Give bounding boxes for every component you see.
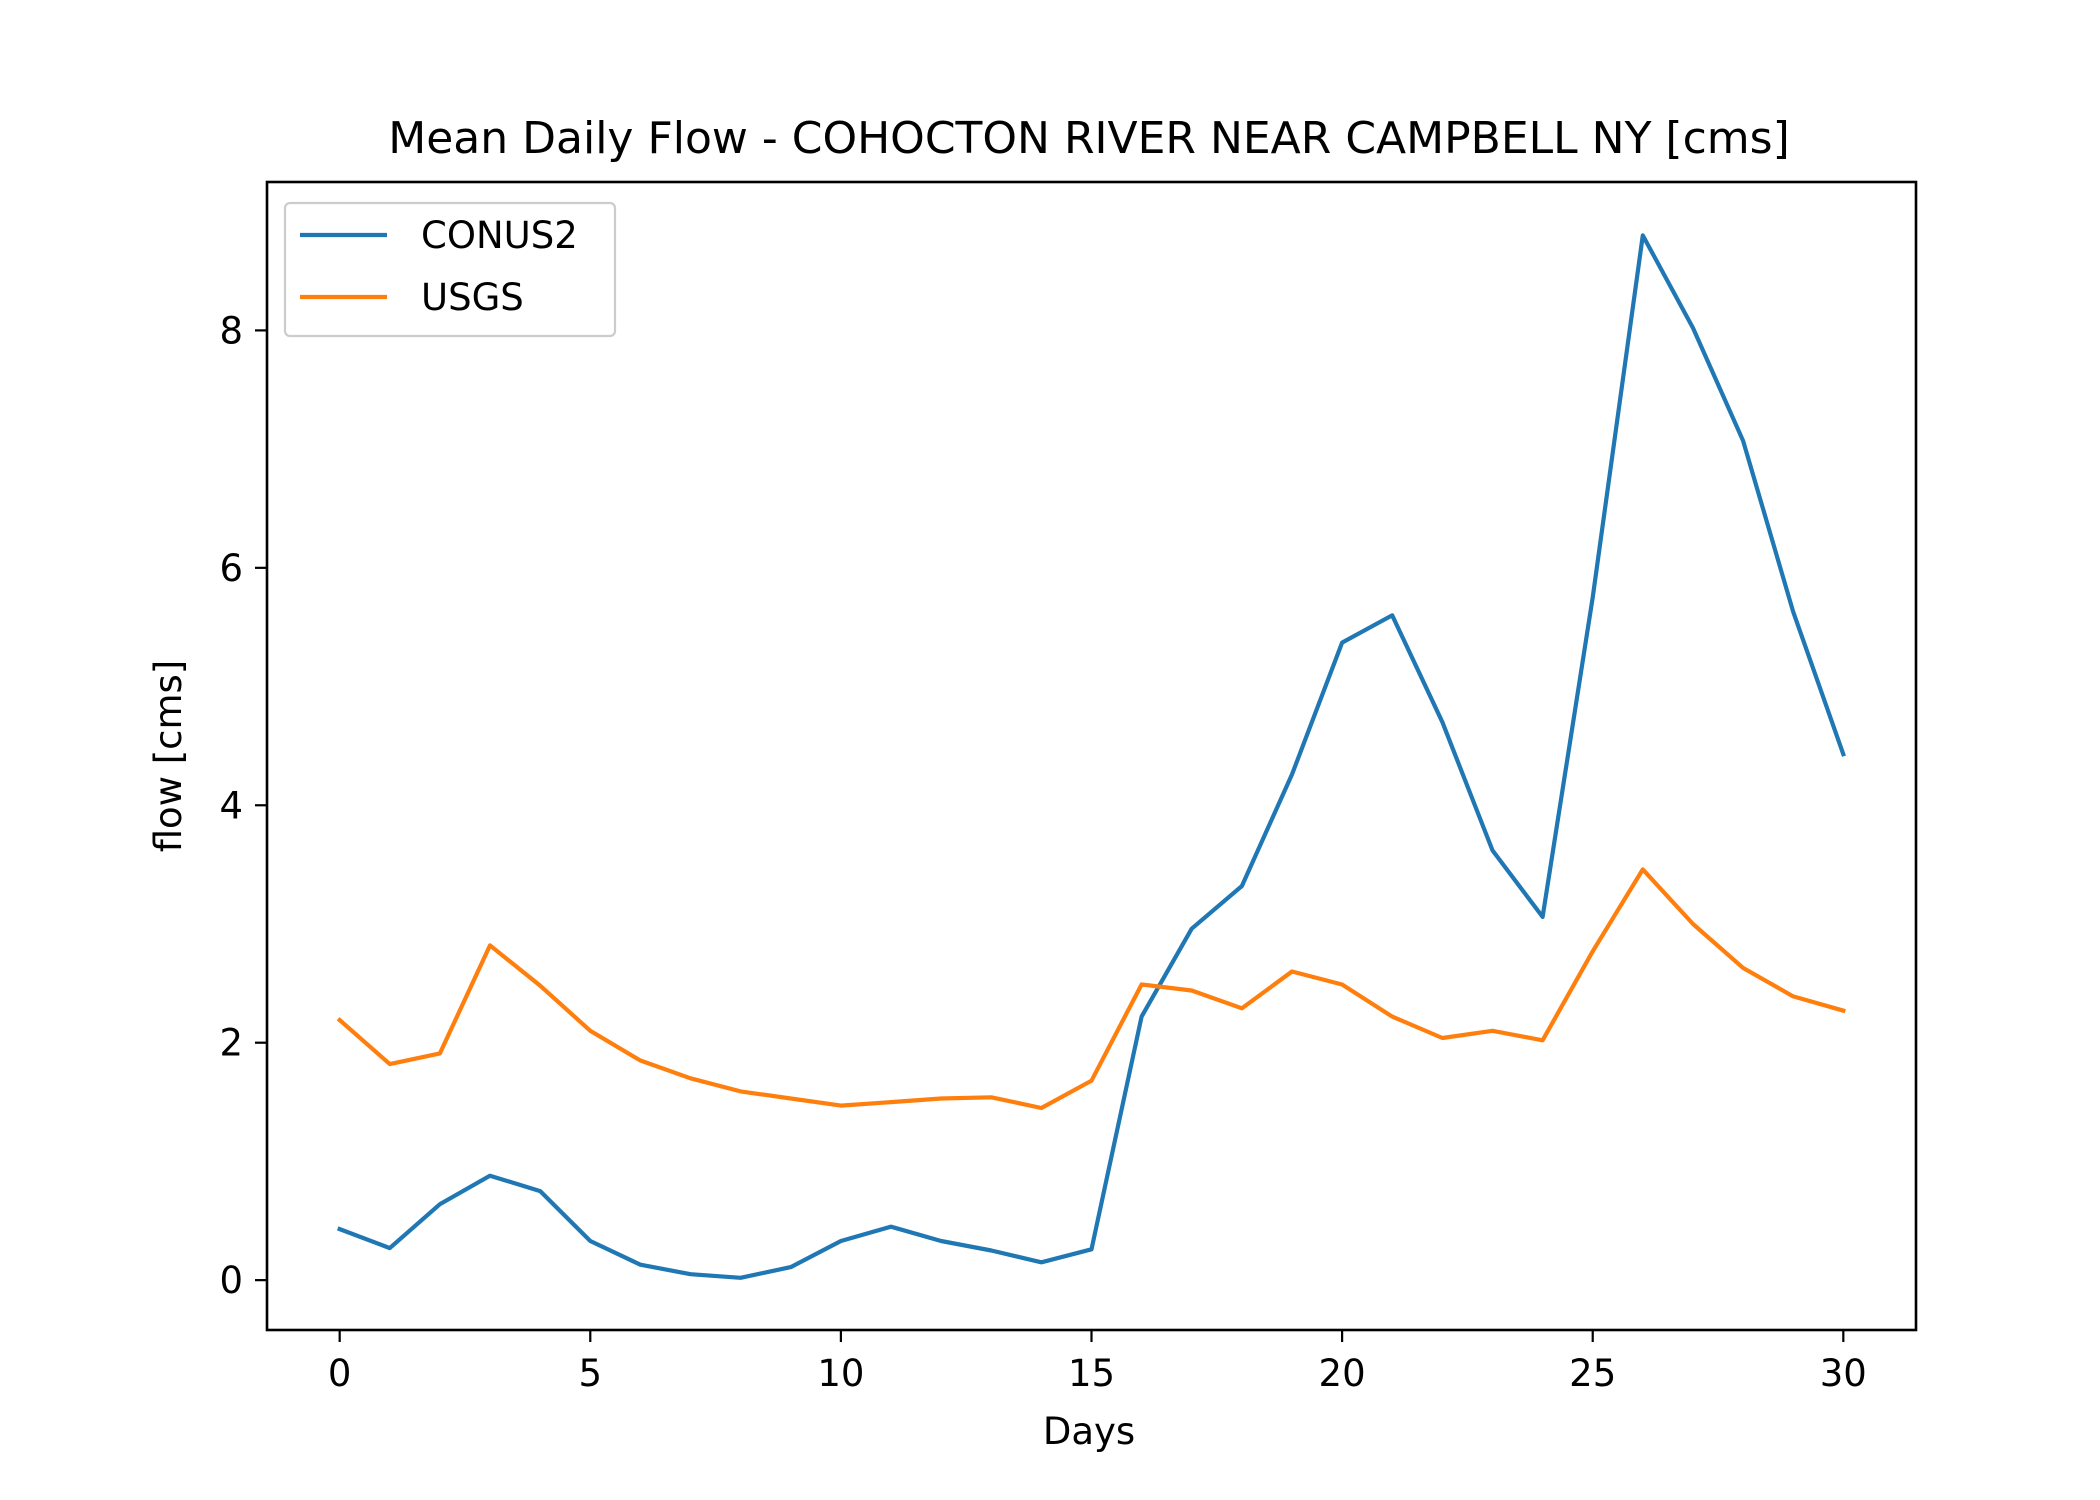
legend-label-conus2: CONUS2 bbox=[421, 214, 578, 257]
series-line-usgs bbox=[336, 867, 1846, 1111]
y-tick-label: 0 bbox=[219, 1259, 243, 1302]
x-tick-label: 25 bbox=[1569, 1352, 1616, 1395]
plot-area bbox=[265, 180, 1918, 1332]
x-axis: 0 5 10 15 20 25 30 bbox=[328, 1330, 1867, 1395]
series-line-conus2 bbox=[336, 233, 1846, 1280]
chart-title: Mean Daily Flow - COHOCTON RIVER NEAR CA… bbox=[388, 113, 1789, 164]
y-tick-label: 8 bbox=[219, 309, 243, 352]
x-tick-label: 20 bbox=[1319, 1352, 1366, 1395]
legend: CONUS2 USGS bbox=[283, 201, 617, 338]
x-axis-label: Days bbox=[1043, 1410, 1135, 1453]
legend-label-usgs: USGS bbox=[421, 276, 524, 319]
y-tick-label: 2 bbox=[219, 1022, 243, 1065]
x-tick-label: 0 bbox=[328, 1352, 352, 1395]
series-layer bbox=[336, 233, 1846, 1280]
x-tick-label: 30 bbox=[1820, 1352, 1867, 1395]
x-tick-label: 5 bbox=[579, 1352, 603, 1395]
y-axis-label: flow [cms] bbox=[147, 660, 190, 853]
y-tick-label: 6 bbox=[219, 547, 243, 590]
x-tick-label: 15 bbox=[1068, 1352, 1115, 1395]
x-tick-label: 10 bbox=[817, 1352, 864, 1395]
y-tick-label: 4 bbox=[219, 784, 243, 827]
y-axis: 0 2 4 6 8 bbox=[219, 309, 267, 1302]
